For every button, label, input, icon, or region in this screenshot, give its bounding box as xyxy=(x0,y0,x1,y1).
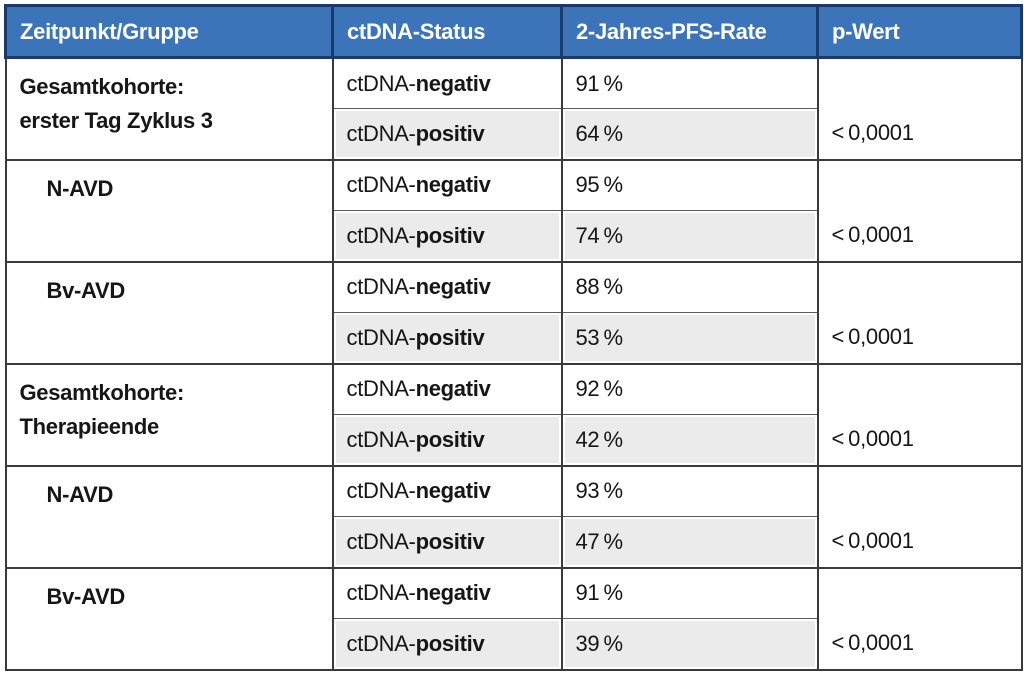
column-header-ctdna-status: ctDNA-Status xyxy=(331,4,563,59)
group-label-cell: N-AVD xyxy=(4,464,334,568)
status-cell: ctDNA-positiv xyxy=(331,618,563,670)
status-cell: ctDNA-negativ xyxy=(331,158,563,211)
rate-cell: 42 % xyxy=(560,414,819,466)
status-cell: ctDNA-positiv xyxy=(331,108,563,160)
p-value: < 0,0001 xyxy=(831,630,914,655)
table-row: Bv-AVD ctDNA-negativ 91 % < 0,0001 xyxy=(4,566,1023,670)
rate-cell: 93 % xyxy=(560,464,819,517)
status-value: negativ xyxy=(415,478,491,504)
status-value: positiv xyxy=(415,120,485,146)
pfs-table-container: Zeitpunkt/Gruppe ctDNA-Status 2-Jahres-P… xyxy=(4,4,1023,671)
rate-cell: 88 % xyxy=(560,260,819,313)
ctdna-pfs-table: Zeitpunkt/Gruppe ctDNA-Status 2-Jahres-P… xyxy=(4,4,1023,671)
p-value: < 0,0001 xyxy=(831,426,914,451)
group-label-cell: Bv-AVD xyxy=(4,260,334,364)
status-value: negativ xyxy=(415,580,491,606)
table-row: Bv-AVD ctDNA-negativ 88 % < 0,0001 xyxy=(4,260,1023,364)
status-cell: ctDNA-negativ xyxy=(331,260,563,313)
ctdna-prefix: ctDNA- xyxy=(346,376,416,402)
table-row: ctDNA-positiv 39 % xyxy=(6,618,1022,670)
status-value: positiv xyxy=(415,222,485,248)
table-row: ctDNA-positiv 42 % xyxy=(6,414,1022,466)
table-row: ctDNA-positiv 74 % xyxy=(6,210,1022,262)
group-label-cell: Gesamtkohorte: Therapieende xyxy=(4,362,334,466)
p-value-cell: < 0,0001 xyxy=(816,158,1023,262)
rate-cell: 91 % xyxy=(560,56,819,109)
status-cell: ctDNA-negativ xyxy=(331,362,563,415)
table-row: Gesamtkohorte: Therapieende ctDNA-negati… xyxy=(4,362,1023,466)
table-row: N-AVD ctDNA-negativ 93 % < 0,0001 xyxy=(4,464,1023,568)
column-header-pfs-rate: 2-Jahres-PFS-Rate xyxy=(560,4,819,59)
status-cell: ctDNA-negativ xyxy=(331,464,563,517)
p-value-cell: < 0,0001 xyxy=(816,566,1023,670)
status-cell: ctDNA-negativ xyxy=(331,56,563,109)
column-header-zeitpunkt-gruppe: Zeitpunkt/Gruppe xyxy=(4,4,334,59)
group-label: Bv-AVD xyxy=(46,277,126,303)
group-label: N-AVD xyxy=(46,481,114,507)
status-value: positiv xyxy=(415,528,485,554)
ctdna-prefix: ctDNA- xyxy=(346,580,416,606)
status-value: positiv xyxy=(415,426,485,452)
rate-cell: 74 % xyxy=(560,210,819,262)
status-value: positiv xyxy=(415,630,485,656)
group-label: N-AVD xyxy=(46,175,114,201)
p-value: < 0,0001 xyxy=(831,120,914,145)
table-row: Gesamtkohorte: erster Tag Zyklus 3 ctDNA… xyxy=(4,56,1023,160)
group-label: Gesamtkohorte: erster Tag Zyklus 3 xyxy=(19,74,214,134)
p-value-cell: < 0,0001 xyxy=(816,464,1023,568)
ctdna-prefix: ctDNA- xyxy=(346,426,416,452)
rate-cell: 92 % xyxy=(560,362,819,415)
ctdna-prefix: ctDNA- xyxy=(346,222,416,248)
p-value: < 0,0001 xyxy=(831,528,914,553)
p-value-cell: < 0,0001 xyxy=(816,362,1023,466)
rate-cell: 53 % xyxy=(560,312,819,364)
status-cell: ctDNA-positiv xyxy=(331,312,563,364)
status-value: positiv xyxy=(415,324,485,350)
ctdna-prefix: ctDNA- xyxy=(346,630,416,656)
ctdna-prefix: ctDNA- xyxy=(346,324,416,350)
column-header-p-wert: p-Wert xyxy=(816,4,1023,59)
group-label-cell: Bv-AVD xyxy=(4,566,334,670)
ctdna-prefix: ctDNA- xyxy=(346,274,416,300)
status-value: negativ xyxy=(415,274,491,300)
rate-cell: 39 % xyxy=(560,618,819,670)
p-value-cell: < 0,0001 xyxy=(816,260,1023,364)
table-row: ctDNA-positiv 64 % xyxy=(6,108,1022,160)
status-value: negativ xyxy=(415,70,491,96)
status-cell: ctDNA-negativ xyxy=(331,566,563,619)
group-label-cell: N-AVD xyxy=(4,158,334,262)
table-row: N-AVD ctDNA-negativ 95 % < 0,0001 xyxy=(4,158,1023,262)
p-value-cell: < 0,0001 xyxy=(816,56,1023,160)
header-row: Zeitpunkt/Gruppe ctDNA-Status 2-Jahres-P… xyxy=(4,4,1023,59)
ctdna-prefix: ctDNA- xyxy=(346,528,416,554)
ctdna-prefix: ctDNA- xyxy=(346,120,416,146)
ctdna-prefix: ctDNA- xyxy=(346,172,416,198)
rate-cell: 95 % xyxy=(560,158,819,211)
status-value: negativ xyxy=(415,376,491,402)
rate-cell: 91 % xyxy=(560,566,819,619)
rate-cell: 64 % xyxy=(560,108,819,160)
group-label-cell: Gesamtkohorte: erster Tag Zyklus 3 xyxy=(4,56,334,160)
p-value: < 0,0001 xyxy=(831,324,914,349)
group-label: Bv-AVD xyxy=(46,583,126,609)
group-label: Gesamtkohorte: Therapieende xyxy=(19,379,185,439)
status-cell: ctDNA-positiv xyxy=(331,516,563,568)
table-row: ctDNA-positiv 47 % xyxy=(6,516,1022,568)
ctdna-prefix: ctDNA- xyxy=(346,478,416,504)
p-value: < 0,0001 xyxy=(831,222,914,247)
rate-cell: 47 % xyxy=(560,516,819,568)
status-value: negativ xyxy=(415,172,491,198)
status-cell: ctDNA-positiv xyxy=(331,210,563,262)
ctdna-prefix: ctDNA- xyxy=(346,70,416,96)
table-row: ctDNA-positiv 53 % xyxy=(6,312,1022,364)
status-cell: ctDNA-positiv xyxy=(331,414,563,466)
